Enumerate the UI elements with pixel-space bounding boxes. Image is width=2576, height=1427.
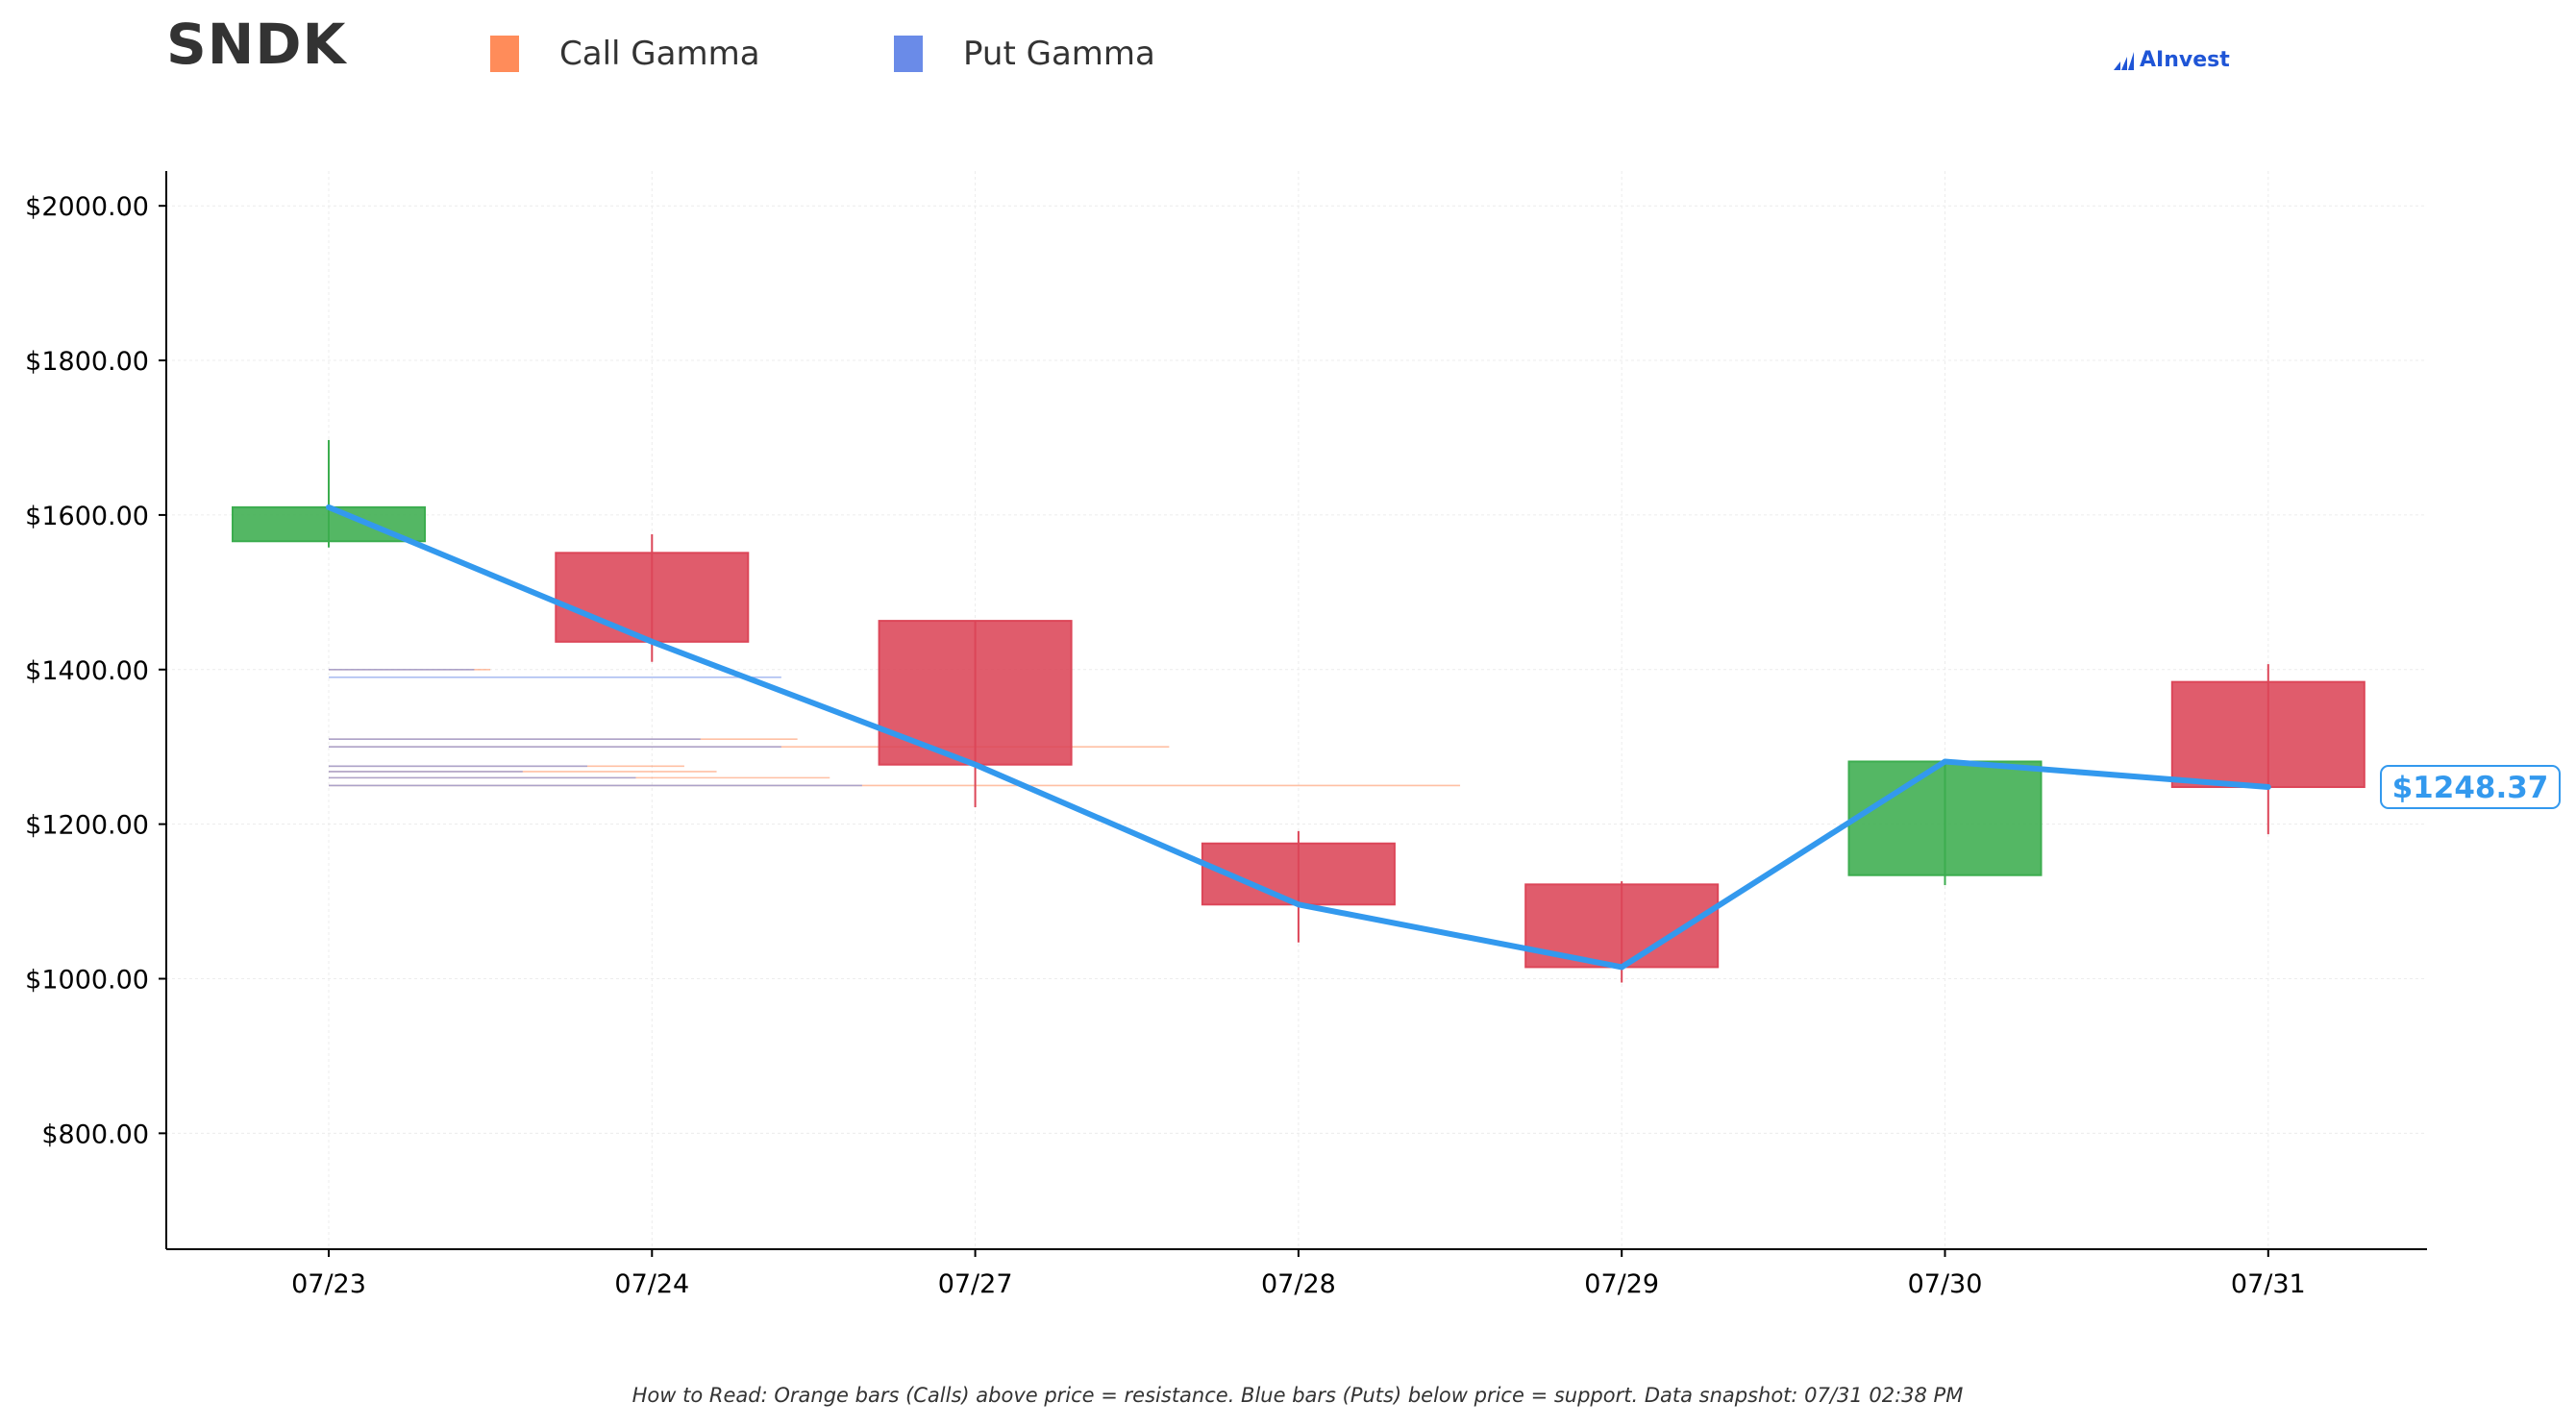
candle-body — [1847, 760, 2043, 876]
candle-body — [878, 620, 1073, 766]
y-tick-label: $2000.00 — [25, 192, 149, 222]
last-price-box — [2380, 765, 2561, 810]
candle-body — [2170, 680, 2365, 789]
last-price-label: $1248.37 — [2392, 771, 2549, 805]
call-gamma-swatch — [490, 36, 519, 72]
candle-body — [1201, 842, 1396, 906]
candlestick-chart: $1248.37 $800.00 $1000.00 $1200.00 $1400.00 $… — [25, 171, 2561, 1299]
legend-item-call-gamma: Call Gamma — [490, 35, 760, 73]
brand-chart-icon — [2114, 51, 2134, 70]
x-tick-label: 07/24 — [614, 1269, 689, 1299]
x-tick-label: 07/31 — [2231, 1269, 2306, 1299]
y-tick-label: $1400.00 — [25, 656, 149, 686]
x-tick-label: 07/23 — [291, 1269, 366, 1299]
x-tick-label: 07/30 — [1908, 1269, 1983, 1299]
legend-label-call-gamma: Call Gamma — [559, 35, 760, 73]
footnote: How to Read: Orange bars (Calls) above p… — [632, 1384, 1964, 1407]
candle-body — [555, 552, 750, 643]
y-tick-label: $1200.00 — [25, 811, 149, 841]
brand-logo: AInvest — [2113, 48, 2230, 72]
y-tick-label: $1000.00 — [25, 965, 149, 995]
y-tick-label: $1800.00 — [25, 347, 149, 377]
legend-item-put-gamma: Put Gamma — [894, 35, 1155, 73]
put-gamma-swatch — [894, 36, 923, 72]
chart-title: SNDK — [166, 12, 347, 77]
y-tick-label: $1600.00 — [25, 502, 149, 531]
x-tick-label: 07/29 — [1584, 1269, 1659, 1299]
x-tick-label: 07/28 — [1261, 1269, 1336, 1299]
legend-label-put-gamma: Put Gamma — [963, 35, 1155, 73]
x-tick-label: 07/27 — [938, 1269, 1013, 1299]
price-line — [326, 504, 2271, 971]
brand-name: AInvest — [2140, 48, 2230, 72]
y-tick-label: $800.00 — [41, 1119, 149, 1149]
